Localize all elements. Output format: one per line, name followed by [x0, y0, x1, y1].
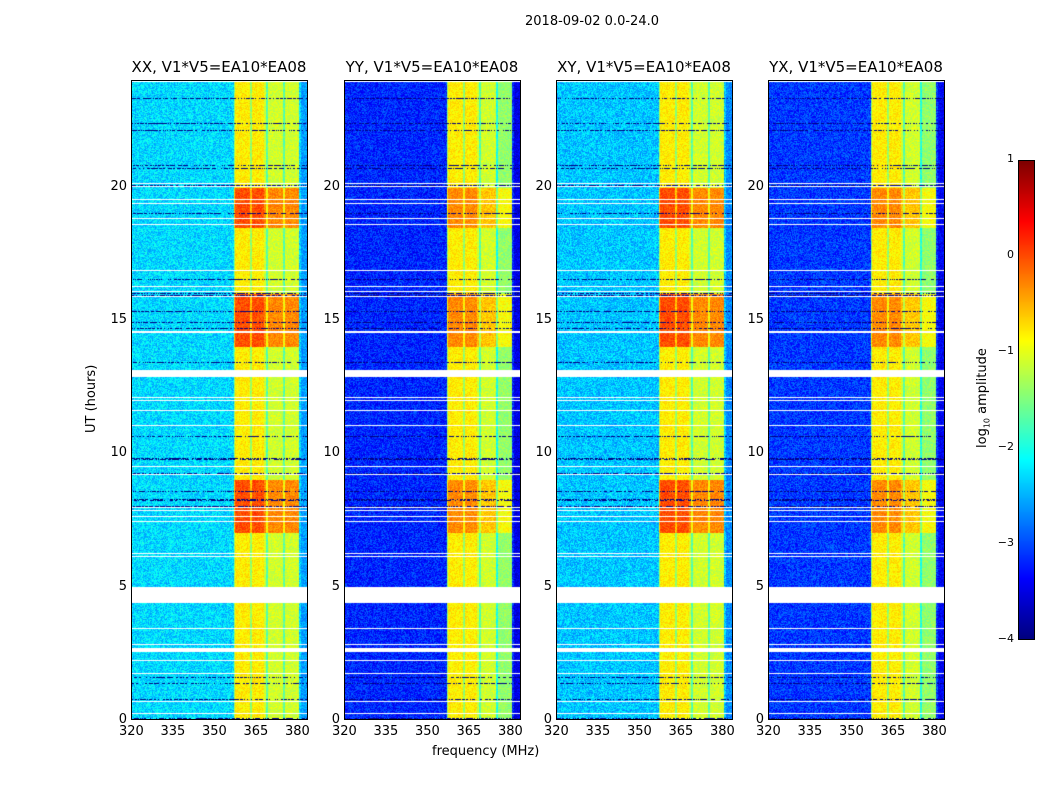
- x-tick-label: 365: [456, 724, 482, 739]
- y-tick-label: 10: [747, 445, 764, 461]
- figure-title: 2018-09-02 0.0-24.0: [525, 14, 659, 29]
- y-tick-label: 10: [535, 445, 552, 461]
- heatmap-panel: [131, 80, 308, 720]
- x-tick-label: 320: [119, 724, 144, 739]
- x-tick-label: 365: [668, 724, 694, 739]
- x-tick-label: 320: [756, 724, 781, 739]
- y-tick-label: 20: [110, 178, 127, 194]
- x-tick-label: 350: [414, 724, 440, 739]
- y-tick-label: 5: [331, 578, 340, 594]
- colorbar-tick-label: −3: [997, 536, 1014, 549]
- y-tick-label: 5: [118, 578, 127, 594]
- colorbar-tick-label: 1: [1007, 152, 1014, 165]
- x-tick-label: 320: [332, 724, 357, 739]
- panel-title: YX, V1*V5=EA10*EA08: [769, 58, 943, 76]
- y-tick-label: 5: [543, 578, 552, 594]
- heatmap-image: [132, 81, 307, 719]
- panel-title: XX, V1*V5=EA10*EA08: [131, 58, 307, 76]
- heatmap-panel: [556, 80, 733, 720]
- heatmap-image: [557, 81, 732, 719]
- panel-title: XY, V1*V5=EA10*EA08: [557, 58, 731, 76]
- y-tick-label: 10: [110, 445, 127, 461]
- y-tick-label: 0: [543, 712, 552, 727]
- colorbar: [1018, 160, 1035, 640]
- x-tick-label: 335: [797, 724, 823, 739]
- x-tick-label: 380: [921, 724, 947, 739]
- heatmap-panel: [344, 80, 521, 720]
- y-tick-label: 10: [323, 445, 340, 461]
- colorbar-label: log10 amplitude: [975, 348, 992, 448]
- x-axis-label: frequency (MHz): [432, 744, 540, 759]
- x-tick-label: 380: [497, 724, 523, 739]
- y-tick-label: 20: [323, 178, 340, 194]
- colorbar-gradient: [1019, 161, 1034, 639]
- heatmap-image: [769, 81, 944, 719]
- x-tick-label: 365: [880, 724, 906, 739]
- y-tick-label: 15: [747, 312, 764, 327]
- colorbar-tick-label: −4: [997, 632, 1014, 645]
- panel-title: YY, V1*V5=EA10*EA08: [345, 58, 519, 76]
- colorbar-tick-label: 0: [1007, 248, 1014, 261]
- heatmap-panel: [768, 80, 945, 720]
- y-tick-label: 20: [747, 178, 764, 194]
- x-tick-label: 335: [585, 724, 611, 739]
- y-tick-label: 15: [535, 312, 552, 327]
- x-tick-label: 320: [544, 724, 569, 739]
- y-tick-label: 0: [755, 712, 764, 727]
- x-tick-label: 380: [284, 724, 310, 739]
- colorbar-tick-label: −2: [997, 440, 1014, 453]
- y-tick-label: 15: [110, 312, 127, 327]
- x-tick-label: 335: [373, 724, 399, 739]
- x-tick-label: 380: [709, 724, 735, 739]
- x-tick-label: 335: [160, 724, 186, 739]
- heatmap-image: [345, 81, 520, 719]
- y-tick-label: 20: [535, 178, 552, 194]
- y-axis-label: UT (hours): [84, 364, 99, 433]
- x-tick-label: 350: [626, 724, 652, 739]
- y-tick-label: 15: [323, 312, 340, 327]
- colorbar-tick-label: −1: [997, 344, 1014, 357]
- y-tick-label: 5: [755, 578, 764, 594]
- x-tick-label: 350: [201, 724, 227, 739]
- y-tick-label: 0: [118, 712, 127, 727]
- x-tick-label: 350: [838, 724, 864, 739]
- y-tick-label: 0: [331, 712, 340, 727]
- x-tick-label: 365: [243, 724, 269, 739]
